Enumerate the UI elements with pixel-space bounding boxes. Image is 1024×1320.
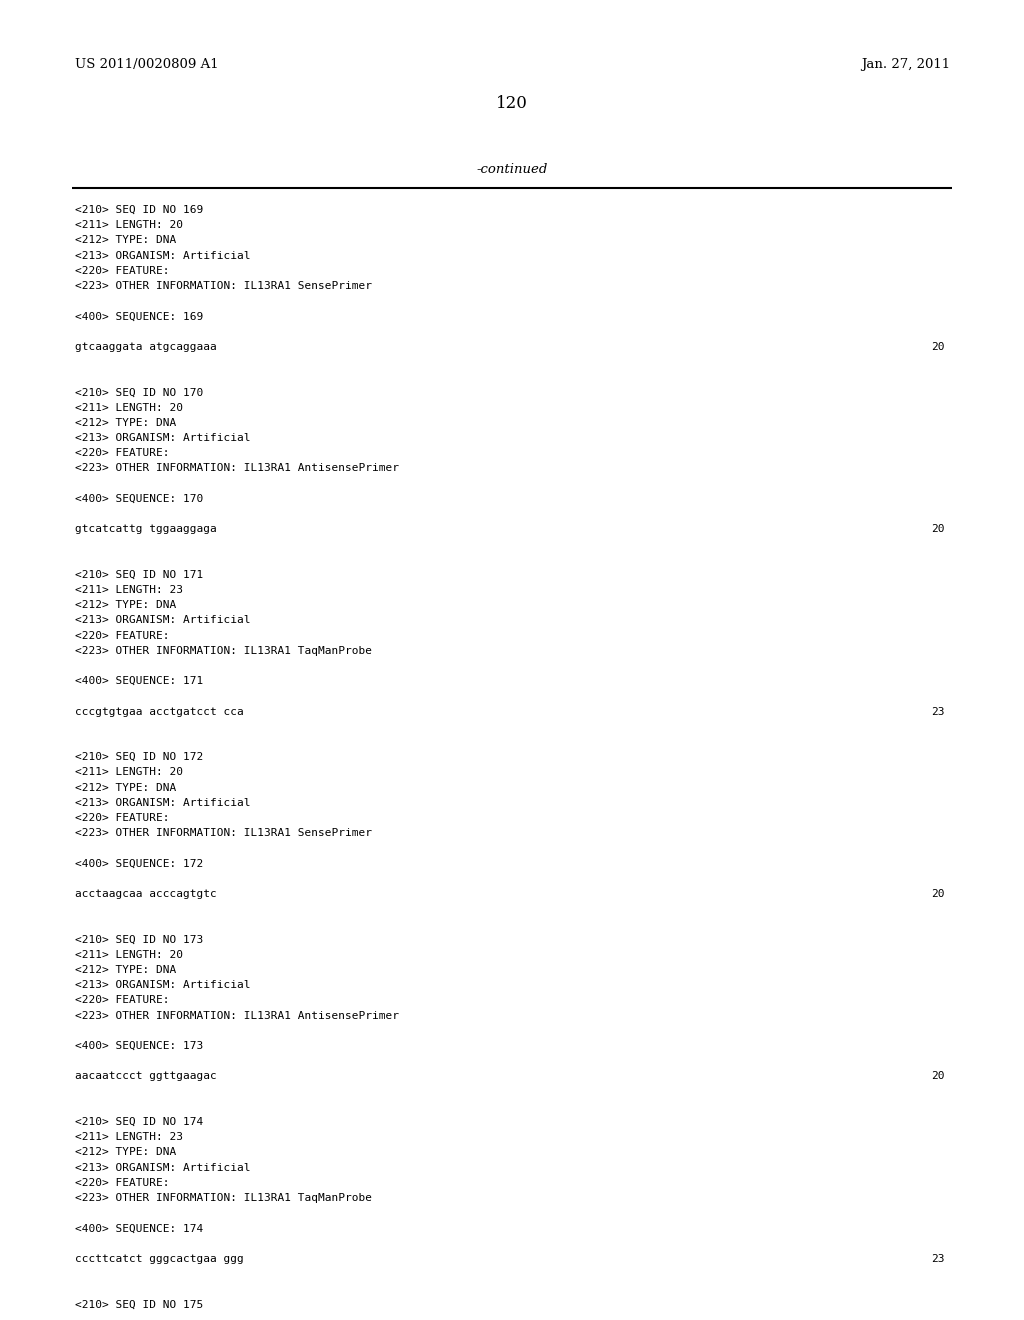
Text: cccttcatct gggcactgaa ggg: cccttcatct gggcactgaa ggg	[75, 1254, 244, 1263]
Text: <210> SEQ ID NO 174: <210> SEQ ID NO 174	[75, 1117, 203, 1127]
Text: <211> LENGTH: 20: <211> LENGTH: 20	[75, 767, 183, 777]
Text: <213> ORGANISM: Artificial: <213> ORGANISM: Artificial	[75, 251, 251, 260]
Text: <223> OTHER INFORMATION: IL13RA1 TaqManProbe: <223> OTHER INFORMATION: IL13RA1 TaqManP…	[75, 1193, 372, 1203]
Text: US 2011/0020809 A1: US 2011/0020809 A1	[75, 58, 219, 71]
Text: <211> LENGTH: 20: <211> LENGTH: 20	[75, 220, 183, 230]
Text: <212> TYPE: DNA: <212> TYPE: DNA	[75, 1147, 176, 1158]
Text: <400> SEQUENCE: 171: <400> SEQUENCE: 171	[75, 676, 203, 686]
Text: 20: 20	[932, 888, 945, 899]
Text: <212> TYPE: DNA: <212> TYPE: DNA	[75, 783, 176, 792]
Text: 20: 20	[932, 1072, 945, 1081]
Text: acctaagcaa acccagtgtc: acctaagcaa acccagtgtc	[75, 888, 217, 899]
Text: -continued: -continued	[476, 162, 548, 176]
Text: 20: 20	[932, 342, 945, 352]
Text: <223> OTHER INFORMATION: IL13RA1 SensePrimer: <223> OTHER INFORMATION: IL13RA1 SensePr…	[75, 828, 372, 838]
Text: <213> ORGANISM: Artificial: <213> ORGANISM: Artificial	[75, 615, 251, 626]
Text: <210> SEQ ID NO 175: <210> SEQ ID NO 175	[75, 1299, 203, 1309]
Text: <212> TYPE: DNA: <212> TYPE: DNA	[75, 601, 176, 610]
Text: <223> OTHER INFORMATION: IL13RA1 AntisensePrimer: <223> OTHER INFORMATION: IL13RA1 Antisen…	[75, 463, 399, 474]
Text: <210> SEQ ID NO 169: <210> SEQ ID NO 169	[75, 205, 203, 215]
Text: <211> LENGTH: 20: <211> LENGTH: 20	[75, 403, 183, 413]
Text: <212> TYPE: DNA: <212> TYPE: DNA	[75, 965, 176, 975]
Text: <400> SEQUENCE: 172: <400> SEQUENCE: 172	[75, 858, 203, 869]
Text: <213> ORGANISM: Artificial: <213> ORGANISM: Artificial	[75, 1163, 251, 1172]
Text: <213> ORGANISM: Artificial: <213> ORGANISM: Artificial	[75, 433, 251, 444]
Text: Jan. 27, 2011: Jan. 27, 2011	[861, 58, 950, 71]
Text: <212> TYPE: DNA: <212> TYPE: DNA	[75, 235, 176, 246]
Text: <211> LENGTH: 23: <211> LENGTH: 23	[75, 585, 183, 595]
Text: <400> SEQUENCE: 174: <400> SEQUENCE: 174	[75, 1224, 203, 1233]
Text: <220> FEATURE:: <220> FEATURE:	[75, 1177, 170, 1188]
Text: <220> FEATURE:: <220> FEATURE:	[75, 813, 170, 822]
Text: <213> ORGANISM: Artificial: <213> ORGANISM: Artificial	[75, 797, 251, 808]
Text: 20: 20	[932, 524, 945, 535]
Text: <400> SEQUENCE: 170: <400> SEQUENCE: 170	[75, 494, 203, 504]
Text: <212> TYPE: DNA: <212> TYPE: DNA	[75, 418, 176, 428]
Text: <400> SEQUENCE: 169: <400> SEQUENCE: 169	[75, 312, 203, 321]
Text: 23: 23	[932, 1254, 945, 1263]
Text: <220> FEATURE:: <220> FEATURE:	[75, 449, 170, 458]
Text: gtcaaggata atgcaggaaa: gtcaaggata atgcaggaaa	[75, 342, 217, 352]
Text: cccgtgtgaa acctgatcct cca: cccgtgtgaa acctgatcct cca	[75, 706, 244, 717]
Text: <223> OTHER INFORMATION: IL13RA1 AntisensePrimer: <223> OTHER INFORMATION: IL13RA1 Antisen…	[75, 1011, 399, 1020]
Text: <220> FEATURE:: <220> FEATURE:	[75, 995, 170, 1006]
Text: <213> ORGANISM: Artificial: <213> ORGANISM: Artificial	[75, 981, 251, 990]
Text: <400> SEQUENCE: 173: <400> SEQUENCE: 173	[75, 1041, 203, 1051]
Text: 120: 120	[496, 95, 528, 112]
Text: <223> OTHER INFORMATION: IL13RA1 SensePrimer: <223> OTHER INFORMATION: IL13RA1 SensePr…	[75, 281, 372, 290]
Text: 23: 23	[932, 706, 945, 717]
Text: <210> SEQ ID NO 171: <210> SEQ ID NO 171	[75, 570, 203, 579]
Text: <220> FEATURE:: <220> FEATURE:	[75, 631, 170, 640]
Text: <210> SEQ ID NO 173: <210> SEQ ID NO 173	[75, 935, 203, 945]
Text: <220> FEATURE:: <220> FEATURE:	[75, 265, 170, 276]
Text: <211> LENGTH: 20: <211> LENGTH: 20	[75, 950, 183, 960]
Text: <211> LENGTH: 23: <211> LENGTH: 23	[75, 1133, 183, 1142]
Text: gtcatcattg tggaaggaga: gtcatcattg tggaaggaga	[75, 524, 217, 535]
Text: <223> OTHER INFORMATION: IL13RA1 TaqManProbe: <223> OTHER INFORMATION: IL13RA1 TaqManP…	[75, 645, 372, 656]
Text: <210> SEQ ID NO 172: <210> SEQ ID NO 172	[75, 752, 203, 762]
Text: aacaatccct ggttgaagac: aacaatccct ggttgaagac	[75, 1072, 217, 1081]
Text: <210> SEQ ID NO 170: <210> SEQ ID NO 170	[75, 387, 203, 397]
